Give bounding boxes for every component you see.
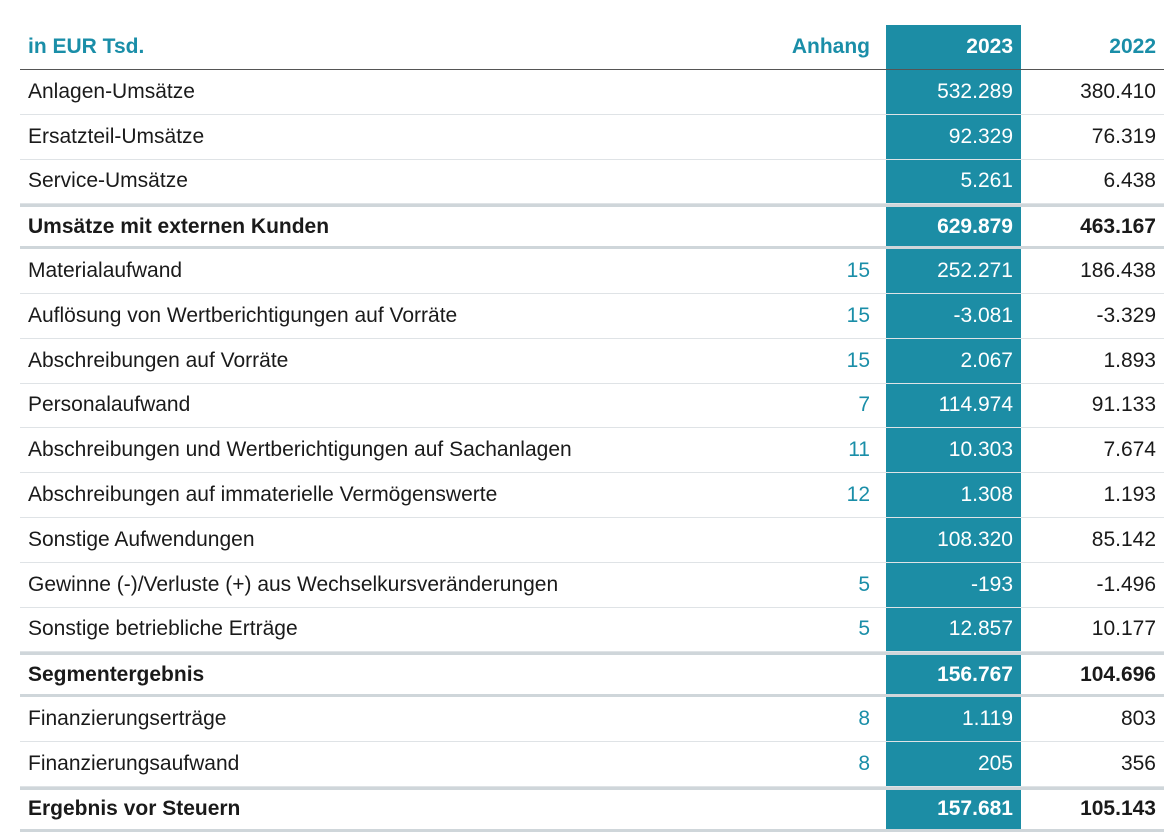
row-value-2023: 5.261 bbox=[886, 159, 1021, 204]
table-row: Ersatzteil-Umsätze 92.329 76.319 bbox=[20, 114, 1164, 160]
row-note-reference: 11 bbox=[848, 438, 870, 462]
row-label: Service-Umsätze bbox=[28, 169, 188, 193]
header-currency-label: in EUR Tsd. bbox=[28, 35, 145, 58]
row-value-2022: 85.142 bbox=[1091, 527, 1156, 551]
row-value-2022: 463.167 bbox=[1080, 214, 1156, 238]
table-body: Anlagen-Umsätze 532.289 380.410 Ersatzteil-… bbox=[20, 70, 1164, 832]
row-label: Abschreibungen auf immaterielle Vermögen… bbox=[28, 483, 498, 507]
row-value-2023: 156.767 bbox=[886, 655, 1021, 695]
row-value-2022: 6.438 bbox=[1103, 169, 1156, 193]
row-label: Ergebnis vor Steuern bbox=[28, 797, 241, 821]
table-row: Service-Umsätze 5.261 6.438 bbox=[20, 159, 1164, 205]
row-value-2023: 108.320 bbox=[886, 517, 1021, 562]
table-row: Materialaufwand 15 252.271 186.438 bbox=[20, 249, 1164, 294]
row-note-reference: 15 bbox=[846, 348, 870, 372]
row-label: Abschreibungen auf Vorräte bbox=[28, 348, 289, 372]
row-value-2023: 2.067 bbox=[886, 338, 1021, 383]
row-value-2023: 629.879 bbox=[886, 207, 1021, 247]
row-note-reference: 15 bbox=[846, 303, 870, 327]
table-row: Sonstige betriebliche Erträge 5 12.857 10.1… bbox=[20, 607, 1164, 653]
row-value-2023: 10.303 bbox=[886, 428, 1021, 473]
row-value-2022: -3.329 bbox=[1096, 303, 1156, 327]
row-note-reference: 8 bbox=[858, 751, 870, 775]
row-value-2023: 205 bbox=[886, 741, 1021, 786]
header-year-2022: 2022 bbox=[1109, 35, 1156, 58]
row-value-2022: 186.438 bbox=[1080, 259, 1156, 283]
table-total-row: Segmentergebnis 156.767 104.696 bbox=[20, 652, 1164, 698]
row-value-2023: 532.289 bbox=[886, 70, 1021, 114]
row-value-2022: 104.696 bbox=[1080, 662, 1156, 686]
row-label: Abschreibungen und Wertberichtigungen au… bbox=[28, 438, 572, 462]
row-value-2023: 252.271 bbox=[886, 249, 1021, 293]
row-value-2023: 157.681 bbox=[886, 789, 1021, 829]
row-note-reference: 5 bbox=[858, 617, 870, 641]
table-row: Abschreibungen auf Vorräte 15 2.067 1.893 bbox=[20, 338, 1164, 384]
table-row: Finanzierungserträge 8 1.119 803 bbox=[20, 697, 1164, 742]
row-value-2022: 105.143 bbox=[1080, 797, 1156, 821]
row-note-reference: 15 bbox=[846, 259, 870, 283]
row-label: Sonstige Aufwendungen bbox=[28, 527, 255, 551]
row-label: Personalaufwand bbox=[28, 393, 191, 417]
row-label: Materialaufwand bbox=[28, 259, 183, 283]
table-total-row: Ergebnis vor Steuern 157.681 105.143 bbox=[20, 786, 1164, 832]
row-value-2022: 356 bbox=[1120, 751, 1156, 775]
row-label: Finanzierungsaufwand bbox=[28, 751, 240, 775]
header-note-label: Anhang bbox=[791, 35, 870, 58]
row-value-2022: 10.177 bbox=[1091, 617, 1156, 641]
row-label: Segmentergebnis bbox=[28, 662, 205, 686]
row-label: Sonstige betriebliche Erträge bbox=[28, 617, 298, 641]
row-label: Ersatzteil-Umsätze bbox=[28, 124, 205, 148]
row-value-2022: 1.893 bbox=[1103, 348, 1156, 372]
row-value-2023: -193 bbox=[886, 562, 1021, 607]
table-row: Sonstige Aufwendungen 108.320 85.142 bbox=[20, 517, 1164, 563]
row-value-2023: 114.974 bbox=[886, 383, 1021, 428]
table-row: Personalaufwand 7 114.974 91.133 bbox=[20, 383, 1164, 429]
segment-results-table: in EUR Tsd. Anhang 2023 2022 Anlagen-Ums… bbox=[20, 25, 1164, 832]
row-note-reference: 5 bbox=[858, 572, 870, 596]
row-value-2022: 76.319 bbox=[1091, 124, 1156, 148]
table-total-row: Umsätze mit externen Kunden 629.879 463.16… bbox=[20, 204, 1164, 250]
row-label: Finanzierungserträge bbox=[28, 707, 227, 731]
table-row: Anlagen-Umsätze 532.289 380.410 bbox=[20, 70, 1164, 115]
table-row: Abschreibungen und Wertberichtigungen au… bbox=[20, 428, 1164, 474]
row-value-2023: 1.308 bbox=[886, 473, 1021, 517]
row-value-2023: 92.329 bbox=[886, 114, 1021, 159]
row-label: Auflösung von Wertberichtigungen auf Vor… bbox=[28, 303, 458, 327]
row-value-2022: 91.133 bbox=[1091, 393, 1156, 417]
row-value-2022: 380.410 bbox=[1080, 79, 1156, 103]
row-label: Anlagen-Umsätze bbox=[28, 79, 195, 103]
row-note-reference: 7 bbox=[858, 393, 870, 417]
row-label: Umsätze mit externen Kunden bbox=[28, 214, 330, 238]
row-value-2023: -3.081 bbox=[886, 293, 1021, 338]
table-row: Gewinne (-)/Verluste (+) aus Wechselkurs… bbox=[20, 562, 1164, 608]
row-note-reference: 12 bbox=[846, 483, 870, 507]
row-note-reference: 8 bbox=[858, 707, 870, 731]
row-value-2022: 7.674 bbox=[1103, 438, 1156, 462]
row-value-2022: 803 bbox=[1120, 707, 1156, 731]
header-year-2023: 2023 bbox=[886, 25, 1021, 69]
table-row: Finanzierungsaufwand 8 205 356 bbox=[20, 741, 1164, 787]
table-row: Abschreibungen auf immaterielle Vermögen… bbox=[20, 473, 1164, 518]
row-label: Gewinne (-)/Verluste (+) aus Wechselkurs… bbox=[28, 572, 559, 596]
row-value-2022: -1.496 bbox=[1096, 572, 1156, 596]
table-row: Auflösung von Wertberichtigungen auf Vor… bbox=[20, 293, 1164, 339]
row-value-2022: 1.193 bbox=[1103, 483, 1156, 507]
table-header-row: in EUR Tsd. Anhang 2023 2022 bbox=[20, 25, 1164, 70]
row-value-2023: 1.119 bbox=[886, 697, 1021, 741]
row-value-2023: 12.857 bbox=[886, 607, 1021, 652]
